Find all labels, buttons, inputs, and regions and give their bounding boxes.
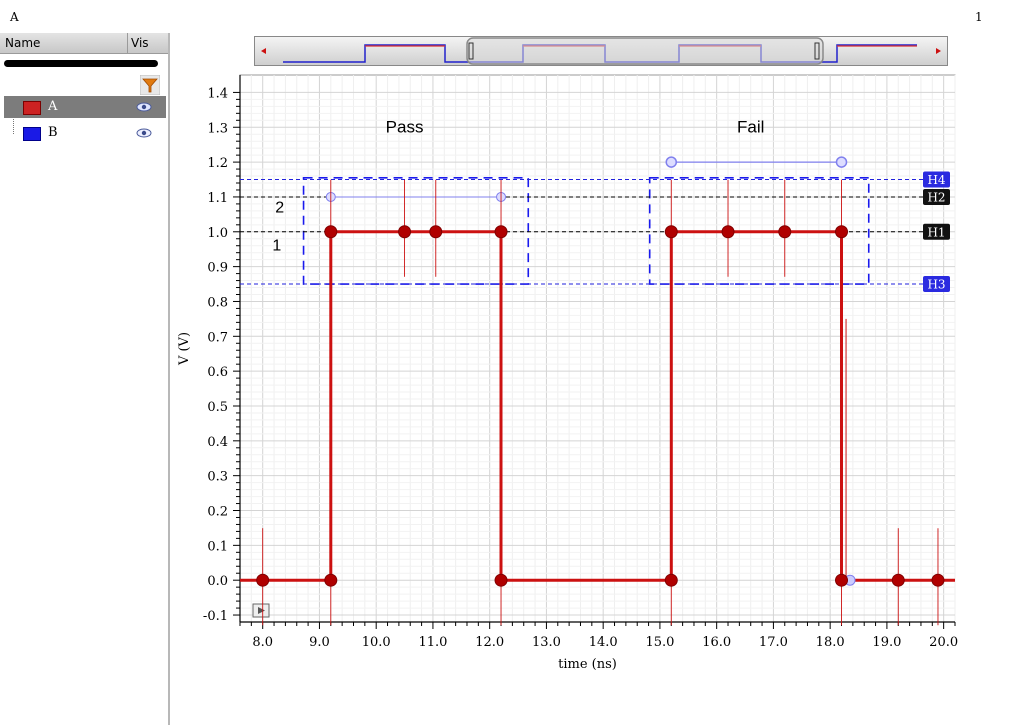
data-point [721, 225, 735, 239]
data-point [494, 225, 508, 239]
x-tick-label: 13.0 [532, 635, 561, 650]
x-tick-label: 19.0 [872, 635, 901, 650]
series-a [240, 230, 955, 582]
y-tick-label: 0.0 [207, 574, 228, 589]
x-tick-label: 11.0 [418, 635, 447, 650]
data-point [891, 573, 905, 587]
data-point [664, 225, 678, 239]
x-tick-label: 14.0 [589, 635, 618, 650]
overview-strip[interactable] [254, 36, 948, 66]
y-tick-label: 1.3 [207, 121, 228, 136]
eye-icon[interactable] [136, 101, 152, 113]
plot-area [239, 74, 956, 623]
measure-handle [835, 156, 848, 168]
data-point [778, 225, 792, 239]
plot-axes: 8.0 9.0 10.0 11.0 12.0 13.0 14.0 15.0 16.0 17.0 18… [177, 75, 958, 672]
data-point [256, 573, 270, 587]
marker-label-box-h1 [923, 223, 950, 240]
legend-item-b[interactable]: B [4, 122, 166, 144]
data-point [835, 573, 849, 587]
x-tick-label: 12.0 [475, 635, 504, 650]
signal-a-color-swatch [23, 101, 41, 115]
scroll-left-arrow-icon[interactable] [261, 48, 266, 54]
zoom-left-handle[interactable] [468, 42, 474, 60]
y-tick-label: 0.7 [207, 330, 228, 345]
y-tick-label: 0.5 [207, 400, 228, 415]
signal-b-color-swatch [23, 127, 41, 141]
marker-label-h2: H2 [927, 190, 945, 204]
x-tick-label: 9.0 [309, 635, 330, 650]
x-tick-label: 8.0 [252, 635, 273, 650]
y-tick-label: 0.1 [207, 539, 228, 554]
marker-label-h1: H1 [927, 225, 945, 239]
data-point [429, 225, 443, 239]
y-tick-label: 1.0 [207, 226, 228, 241]
mask-box [648, 176, 870, 285]
x-tick-label: 20.0 [929, 635, 958, 650]
marker-label-h3: H3 [927, 278, 945, 292]
data-point [931, 573, 945, 587]
column-header-name[interactable]: Name [5, 36, 41, 50]
waveform-series [240, 230, 955, 586]
filter-funnel-icon[interactable] [139, 74, 161, 96]
data-points [256, 179, 945, 626]
x-tick-label: 18.0 [816, 635, 845, 650]
scroll-right-arrow-icon[interactable] [936, 48, 941, 54]
y-tick-label: -0.1 [203, 609, 228, 624]
legend-horizontal-scrollbar[interactable] [4, 60, 158, 67]
x-tick-label: 15.0 [645, 635, 674, 650]
eye-icon[interactable] [136, 127, 152, 139]
data-point [664, 573, 678, 587]
plot-grid [239, 74, 956, 623]
annotation-fail: Fail [737, 117, 764, 136]
marker-label-box-h3 [923, 276, 950, 293]
zoom-right-handle[interactable] [814, 42, 820, 60]
signal-b-name: B [48, 125, 58, 140]
data-point [494, 573, 508, 587]
x-tick-label: 17.0 [759, 635, 788, 650]
annotations: Pass Fail 2 1 [272, 117, 764, 254]
y-tick-label: 1.1 [207, 191, 228, 206]
legend-header: Name Vis [0, 33, 168, 54]
x-tick-label: 10.0 [362, 635, 391, 650]
y-tick-label: 0.2 [207, 505, 228, 520]
y-tick-label: 1.4 [207, 86, 228, 101]
y-tick-label: 0.6 [207, 365, 228, 380]
data-point [398, 225, 412, 239]
play-icon [258, 607, 265, 614]
annotation-1: 1 [272, 238, 281, 255]
marker-label-box-h4 [923, 171, 950, 188]
measure-handle [665, 156, 678, 168]
legend-item-a[interactable]: A [4, 96, 166, 118]
signal-a-name: A [48, 99, 58, 114]
signal-legend-panel: Name Vis A B [0, 33, 170, 725]
y-tick-label: 0.9 [207, 261, 228, 276]
column-header-vis[interactable]: Vis [131, 36, 149, 50]
panel-title: A [10, 10, 19, 24]
data-point [835, 225, 849, 239]
marker-label-h4: H4 [927, 173, 945, 187]
data-point [324, 225, 338, 239]
y-tick-label: 1.2 [207, 156, 228, 171]
y-tick-label: 0.3 [207, 470, 228, 485]
subwindow-number: 1 [975, 10, 983, 24]
data-point [324, 573, 338, 587]
annotation-pass: Pass [386, 117, 424, 136]
y-axis-label: V (V) [177, 332, 192, 366]
column-separator[interactable] [127, 33, 128, 53]
marker-label-box-h2 [923, 188, 950, 205]
overview-zoom-window[interactable] [466, 37, 824, 65]
y-tick-label: 0.8 [207, 295, 228, 310]
annotation-2: 2 [275, 199, 284, 216]
x-tick-label: 16.0 [702, 635, 731, 650]
y-tick-label: 0.4 [207, 435, 228, 450]
x-axis-label: time (ns) [558, 657, 617, 672]
